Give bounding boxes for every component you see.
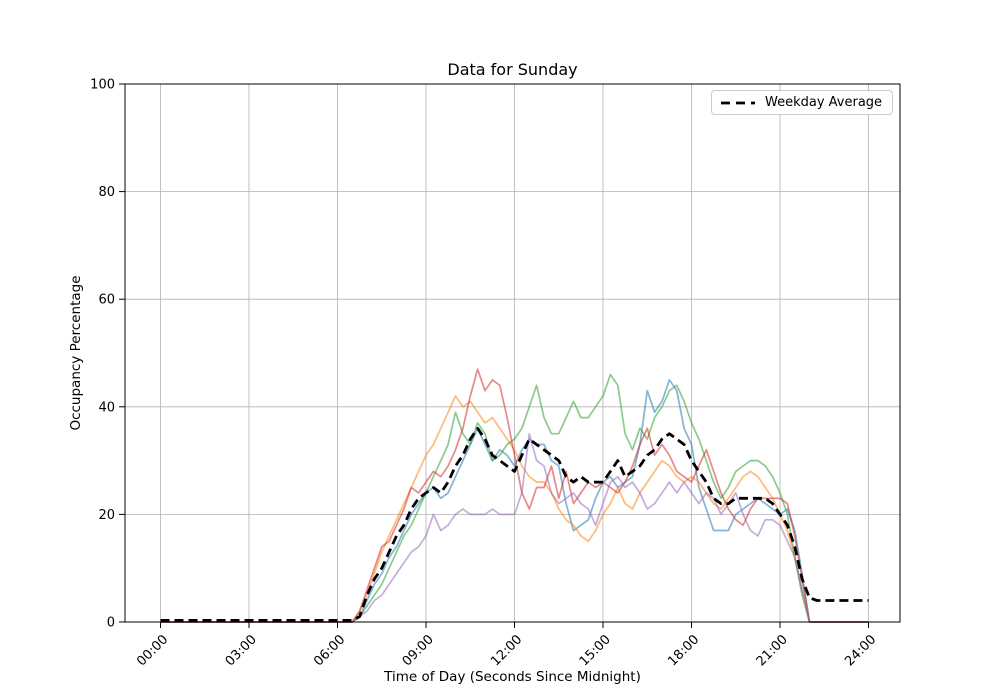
x-tick-label: 09:00 — [400, 632, 437, 669]
legend-dashed-line-icon — [721, 101, 755, 104]
legend: Weekday Average — [711, 90, 894, 115]
x-tick-label: 21:00 — [754, 632, 791, 669]
y-tick-label: 80 — [98, 185, 115, 200]
chart-title: Data for Sunday — [447, 60, 578, 79]
x-tick-label: 24:00 — [842, 632, 879, 669]
y-tick-label: 60 — [98, 293, 115, 308]
x-tick-label: 18:00 — [665, 632, 702, 669]
y-tick-label: 0 — [107, 616, 115, 631]
x-tick-label: 00:00 — [134, 632, 171, 669]
x-axis-label: Time of Day (Seconds Since Midnight) — [384, 669, 641, 685]
plot-border — [124, 83, 901, 623]
y-tick-label: 40 — [98, 400, 115, 415]
legend-label: Weekday Average — [765, 95, 883, 110]
y-tick-label: 100 — [90, 78, 115, 93]
x-tick-label: 03:00 — [223, 632, 260, 669]
x-tick-label: 12:00 — [488, 632, 525, 669]
y-tick-label: 20 — [98, 508, 115, 523]
x-tick-label: 15:00 — [577, 632, 614, 669]
x-tick-label: 06:00 — [311, 632, 348, 669]
series-line-weekday-average — [160, 426, 869, 622]
